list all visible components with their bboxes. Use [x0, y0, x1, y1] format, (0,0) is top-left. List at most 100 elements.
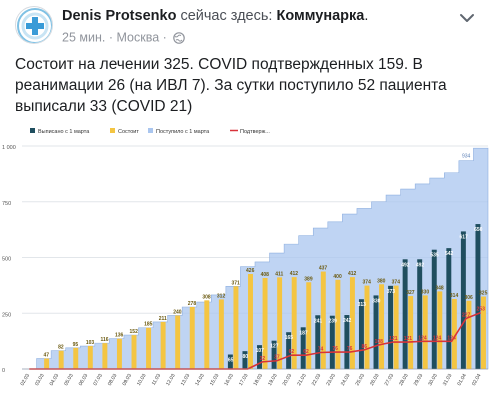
current-data-label: 412	[290, 271, 299, 277]
confirmed-data-label: 74	[318, 346, 324, 352]
confirmed-data-label: 253	[477, 307, 486, 313]
legend-label: Состоит	[118, 129, 139, 135]
globe-icon	[173, 31, 186, 44]
confirmed-data-label: 86	[361, 344, 367, 350]
current-data-label: 327	[406, 290, 415, 296]
x-tick-label: 18.03	[253, 373, 265, 387]
hospital-logo-icon	[17, 8, 52, 43]
discharged-data-label: 107	[256, 348, 265, 354]
x-tick-label: 12.03	[165, 373, 177, 387]
x-tick-label: 16.03	[223, 373, 235, 387]
current-data-label: 348	[435, 285, 444, 291]
x-tick-label: 28.03	[398, 373, 410, 387]
legend-label: Выписано с 1 марта	[38, 129, 90, 135]
current-data-label: 82	[58, 345, 64, 351]
current-bar	[466, 300, 472, 369]
current-data-label: 312	[217, 293, 226, 299]
y-tick-label: 250	[2, 312, 11, 318]
chart: 0 250 500 750 1 000 Выписано с 1 марта Состоит…	[2, 128, 489, 387]
x-tick-label: 05.03	[63, 373, 75, 387]
x-tick-label: 17.03	[238, 373, 250, 387]
x-tick-label: 02.04	[471, 373, 483, 387]
current-data-label: 306	[464, 295, 473, 301]
current-bar	[116, 338, 122, 369]
confirmed-data-label: 124	[447, 335, 456, 341]
post-time[interactable]: 25 мин.	[62, 30, 106, 45]
x-tick-label: 29.03	[413, 373, 425, 387]
discharged-data-label: 65	[228, 358, 234, 364]
discharged-data-label: 535	[430, 253, 439, 259]
current-data-label: 426	[246, 268, 255, 274]
current-data-label: 411	[275, 271, 283, 277]
x-tick-label: 22.03	[311, 373, 323, 387]
author-name[interactable]: Denis Protsenko	[62, 8, 177, 24]
post-location[interactable]: Москва	[116, 30, 160, 45]
x-tick-label: 13.03	[180, 373, 192, 387]
current-bar	[175, 315, 181, 369]
discharged-bar	[388, 285, 394, 369]
place-suffix: .	[364, 8, 369, 24]
current-data-label: 116	[101, 337, 109, 343]
current-bar	[408, 296, 414, 369]
confirmed-data-label: 121	[389, 336, 398, 342]
x-tick-label: 09.03	[121, 373, 133, 387]
confirmed-data-label: 124	[418, 335, 427, 341]
current-bar	[364, 285, 370, 369]
legend-swatch	[30, 128, 35, 133]
current-bar	[233, 286, 239, 369]
x-tick-label: 07.03	[92, 373, 104, 387]
admitted-data-label: 934	[462, 154, 471, 160]
current-data-label: 412	[348, 271, 357, 277]
current-bar	[189, 307, 195, 369]
discharged-data-label: 492	[401, 262, 410, 268]
current-bar	[393, 285, 399, 369]
discharged-bar	[257, 345, 262, 369]
discharged-bar	[315, 315, 321, 369]
x-tick-label: 27.03	[384, 373, 396, 387]
x-tick-label: 02.03	[20, 373, 32, 387]
discharged-bar	[300, 327, 306, 369]
discharged-data-label: 330	[372, 298, 381, 304]
activity-verb: сейчас здесь:	[180, 8, 273, 24]
current-data-label: 314	[450, 293, 459, 299]
avatar[interactable]	[15, 6, 53, 44]
discharged-bar	[344, 315, 350, 369]
current-bar	[422, 295, 428, 369]
meta-separator: ·	[108, 30, 113, 45]
current-bar	[349, 277, 355, 369]
current-bar	[437, 291, 443, 369]
current-data-label: 408	[261, 272, 270, 278]
chevron-down-icon[interactable]	[457, 8, 477, 28]
discharged-data-label: 313	[358, 302, 367, 308]
current-bar	[87, 346, 93, 369]
checkin-place[interactable]: Коммунарка	[276, 8, 365, 24]
current-bar	[248, 274, 253, 369]
discharged-data-label: 373	[387, 289, 396, 295]
current-data-label: 371	[231, 280, 240, 286]
current-data-label: 374	[392, 280, 401, 286]
current-data-label: 47	[44, 353, 50, 359]
current-data-label: 325	[479, 291, 488, 297]
post-meta: 25 мин. · Москва ·	[62, 30, 186, 45]
x-tick-label: 20.03	[282, 373, 294, 387]
confirmed-data-label: 62	[303, 349, 309, 355]
y-tick-label: 500	[2, 257, 11, 263]
current-data-label: 136	[115, 333, 124, 339]
confirmed-data-label: 227	[462, 312, 471, 318]
chart-image[interactable]: 0 250 500 750 1 000 Выписано с 1 марта Состоит…	[0, 120, 495, 404]
discharged-bar	[373, 295, 379, 369]
discharged-bar	[417, 259, 423, 369]
discharged-data-label: 165	[285, 335, 294, 341]
x-tick-label: 25.03	[354, 373, 366, 387]
x-tick-label: 10.03	[136, 373, 148, 387]
legend-swatch	[148, 128, 153, 133]
meta-separator-2: ·	[162, 30, 167, 45]
current-data-label: 152	[130, 329, 139, 335]
discharged-bar	[402, 259, 408, 369]
x-tick-label: 24.03	[340, 373, 352, 387]
current-bar	[73, 347, 79, 369]
current-bar	[291, 277, 297, 369]
discharged-bar	[242, 351, 248, 369]
discharged-data-label: 617	[460, 234, 469, 240]
confirmed-data-label: 76	[332, 346, 338, 352]
